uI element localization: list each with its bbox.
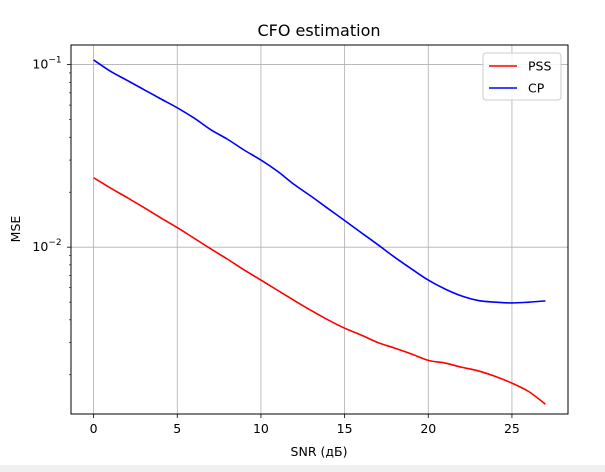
- series-line-cp: [93, 59, 546, 304]
- window-bottom-strip: [0, 465, 605, 472]
- x-tick-label: 25: [504, 421, 520, 436]
- legend-label-pss: PSS: [528, 59, 551, 74]
- x-tick-label: 10: [253, 421, 269, 436]
- x-tick-label: 5: [173, 421, 181, 436]
- y-axis-label: MSE: [8, 216, 23, 243]
- chart-title: CFO estimation: [258, 21, 381, 40]
- plot-frame: [70, 44, 569, 415]
- legend-label-cp: CP: [528, 81, 545, 96]
- x-tick-label: 15: [337, 421, 353, 436]
- x-tick-label: 20: [420, 421, 436, 436]
- y-tick-label: 10−1: [32, 56, 61, 72]
- axis-ticks: 0 5 10 15 20 25 10−1 10−2: [32, 56, 519, 436]
- x-tick-label: 0: [90, 421, 98, 436]
- legend: PSS CP: [482, 52, 562, 101]
- plot-area: [71, 45, 568, 414]
- series-lines: [93, 59, 546, 405]
- x-axis-label: SNR (дБ): [291, 444, 348, 459]
- series-line-pss: [93, 177, 546, 405]
- y-tick-label: 10−2: [32, 238, 61, 254]
